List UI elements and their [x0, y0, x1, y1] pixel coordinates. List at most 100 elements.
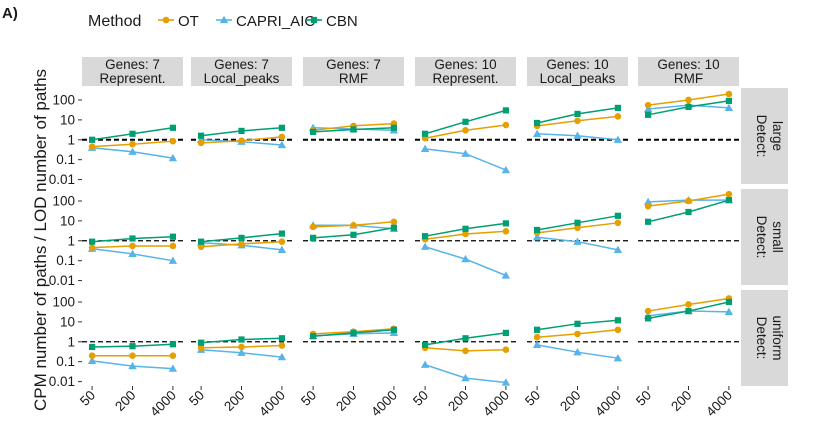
- data-point-cbn: [238, 336, 245, 343]
- data-point-ot: [238, 343, 245, 351]
- row-strip-label: Detect:: [754, 216, 769, 259]
- y-tick-label: 0.1: [56, 152, 75, 167]
- facet-panel: [191, 230, 292, 254]
- data-point-cbn: [310, 234, 317, 241]
- data-point-ot: [644, 307, 652, 315]
- data-point-cbn: [534, 326, 541, 333]
- row-strip-label: uniform: [770, 315, 785, 360]
- data-point-cbn: [502, 220, 509, 227]
- y-tick-label: 100: [52, 92, 75, 107]
- data-point-capri-aic: [420, 144, 430, 153]
- x-axis: 50 200 4000: [186, 386, 288, 419]
- legend-key-triangle: [219, 15, 229, 24]
- data-point-ot: [502, 346, 510, 354]
- y-tick-label: 10: [60, 112, 75, 127]
- facet-panel: [82, 341, 183, 372]
- data-point-capri-aic: [532, 129, 542, 137]
- data-point-capri-aic: [128, 361, 137, 370]
- data-point-capri-aic: [128, 249, 137, 258]
- x-tick-label: 4000: [592, 388, 624, 420]
- column-strip-bg: [415, 57, 516, 86]
- y-axis: 100 10 1 0.1 0.01: [49, 92, 82, 187]
- data-point-ot: [197, 344, 205, 352]
- data-point-capri-aic: [420, 360, 430, 368]
- data-point-capri-aic: [461, 149, 470, 157]
- data-point-capri-aic: [501, 271, 511, 279]
- y-tick-label: 0.1: [56, 253, 75, 268]
- data-point-cbn: [645, 218, 652, 225]
- x-tick-label: 50: [410, 388, 431, 409]
- data-point-capri-aic: [168, 364, 178, 372]
- data-point-ot: [462, 347, 469, 355]
- legend-label: CBN: [326, 13, 358, 30]
- data-point-ot: [614, 219, 622, 227]
- data-point-cbn: [278, 230, 285, 237]
- data-point-ot: [129, 140, 136, 148]
- x-tick-label: 200: [668, 388, 695, 415]
- data-point-ot: [88, 244, 96, 251]
- data-point-cbn: [422, 341, 429, 348]
- data-point-ot: [278, 238, 286, 245]
- data-point-cbn: [198, 339, 205, 346]
- data-point-ot: [614, 113, 622, 120]
- data-point-cbn: [685, 208, 692, 216]
- data-point-ot: [88, 143, 96, 150]
- legend-title: Method: [88, 13, 141, 30]
- column-strip-label: Local_peaks: [540, 71, 616, 86]
- row-strip-label: Detect:: [754, 317, 769, 360]
- x-axis: 50 200 4000: [410, 386, 512, 419]
- facet-panel: [415, 220, 516, 279]
- y-axis-title: CPM number of paths / LOD number of path…: [31, 69, 50, 411]
- data-point-cbn: [238, 234, 245, 241]
- data-point-capri-aic: [277, 245, 287, 254]
- data-point-capri-aic: [613, 353, 623, 362]
- column-strip-label: Genes: 7: [214, 57, 269, 72]
- data-point-cbn: [574, 219, 581, 226]
- data-point-ot: [129, 242, 136, 250]
- x-axis: 50 200 4000: [633, 386, 735, 419]
- data-point-capri-aic: [87, 356, 97, 365]
- y-tick-label: 10: [60, 213, 75, 228]
- data-point-ot: [614, 326, 622, 334]
- data-point-cbn: [238, 127, 245, 134]
- facet-panel: [191, 124, 292, 149]
- x-tick-label: 200: [333, 388, 360, 415]
- data-point-ot: [574, 224, 581, 232]
- legend: Method OT CAPRI_AIC CBN: [88, 13, 358, 30]
- y-tick-label: 100: [52, 193, 75, 208]
- data-point-ot: [533, 333, 541, 341]
- row-strip-bg: [741, 88, 788, 184]
- data-point-capri-aic: [168, 256, 178, 264]
- x-axis: 50 200 4000: [77, 386, 179, 419]
- data-point-capri-aic: [573, 131, 582, 139]
- data-point-cbn: [614, 104, 621, 112]
- data-point-capri-aic: [643, 197, 653, 206]
- data-point-capri-aic: [168, 153, 178, 162]
- data-point-ot: [685, 96, 692, 104]
- y-tick-label: 0.1: [56, 354, 75, 369]
- data-point-ot: [169, 352, 177, 359]
- data-point-ot: [169, 137, 177, 145]
- data-point-cbn: [614, 317, 621, 324]
- data-point-cbn: [422, 233, 429, 240]
- data-point-capri-aic: [277, 140, 287, 149]
- row-strip: Detect: large: [741, 88, 788, 184]
- legend-label: OT: [178, 13, 199, 30]
- x-tick-label: 4000: [147, 388, 179, 420]
- y-tick-label: 10: [60, 314, 75, 329]
- x-tick-label: 200: [221, 388, 248, 415]
- facet-panel: [527, 212, 628, 254]
- data-point-cbn: [725, 97, 732, 104]
- data-point-capri-aic: [237, 348, 246, 356]
- facet-panel: [415, 329, 516, 386]
- data-point-cbn: [310, 128, 317, 135]
- column-strip-bg: [191, 57, 292, 86]
- column-strip-label: RMF: [674, 71, 703, 86]
- y-tick-label: 1: [67, 334, 75, 349]
- data-point-cbn: [169, 233, 176, 240]
- data-point-cbn: [685, 103, 692, 110]
- data-point-cbn: [574, 110, 581, 117]
- facet-panel: [82, 233, 183, 264]
